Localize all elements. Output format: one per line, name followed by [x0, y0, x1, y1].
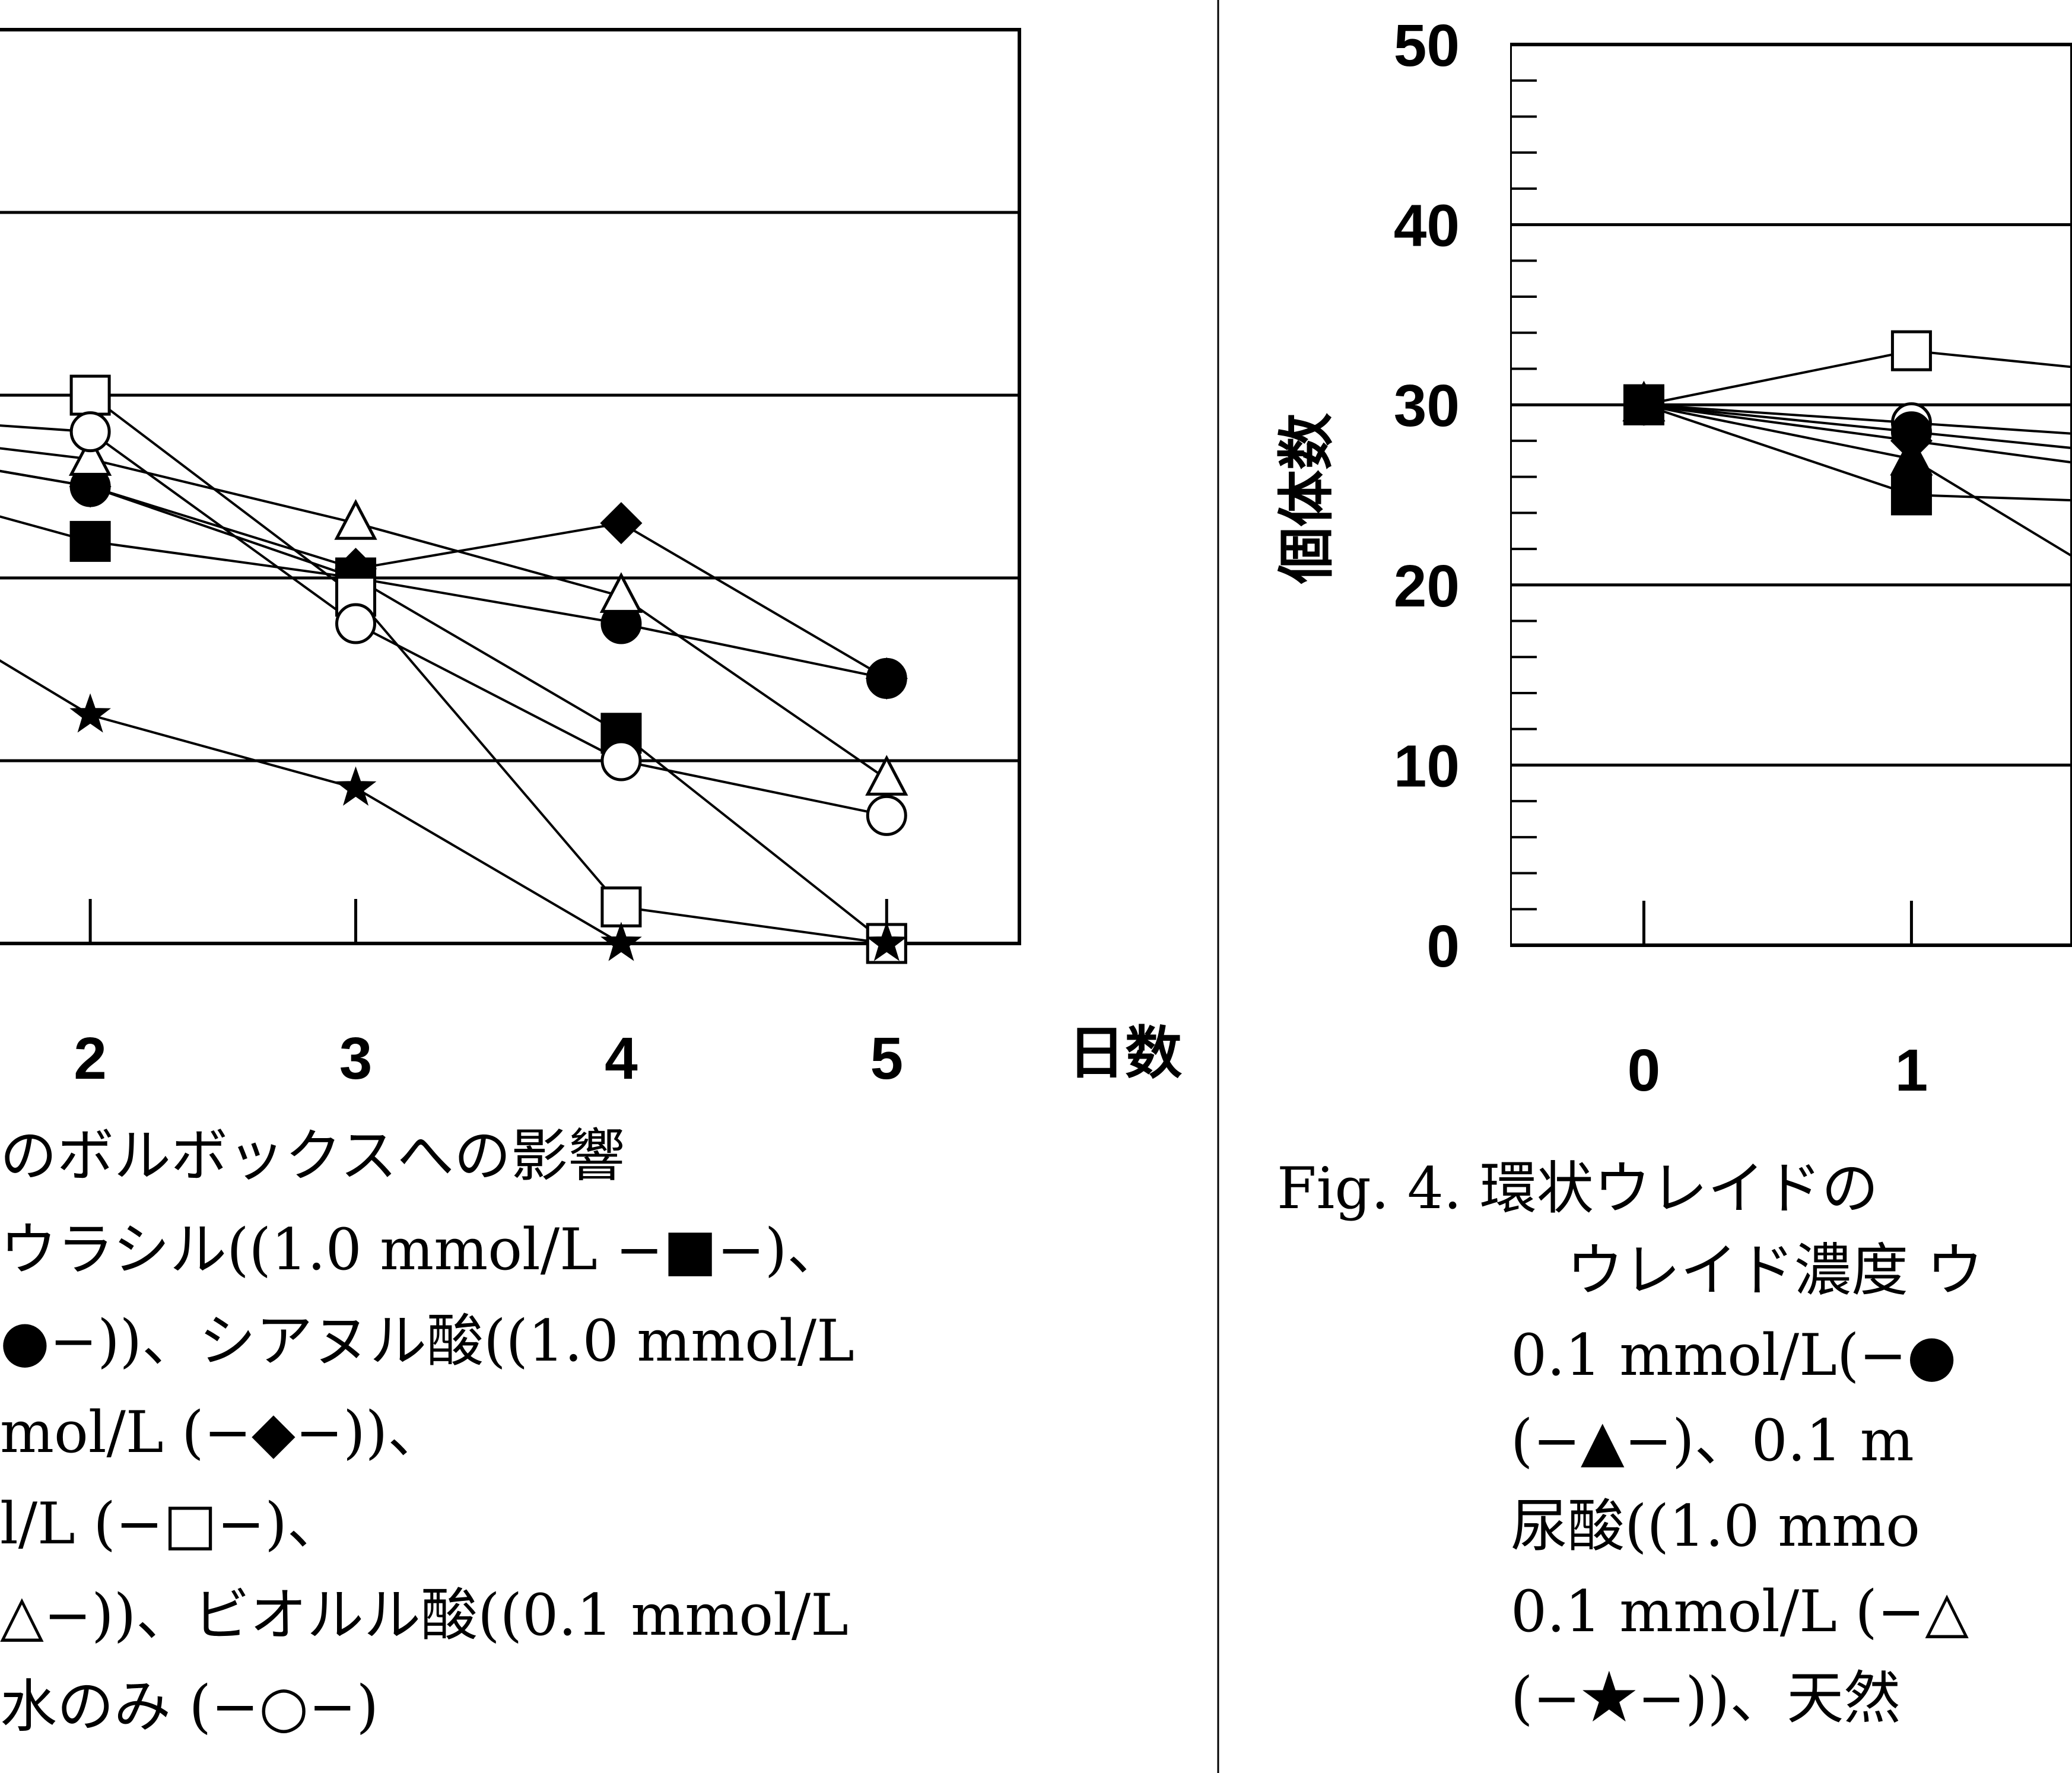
left-series-3-line	[0, 469, 888, 680]
left-plot-frame	[0, 28, 1021, 945]
left-series-1-point	[69, 520, 111, 562]
right-caption-line-3: 0.1 mmol/L(−●	[1511, 1322, 1957, 1388]
right-y-tick-label: 40	[1394, 193, 1460, 259]
left-x-axis-title: 日数	[1068, 1020, 1182, 1086]
left-series-7-point	[600, 922, 642, 961]
left-series-4-point	[600, 886, 642, 927]
left-series-5-point	[68, 435, 112, 476]
left-caption-line-6: △−))、ビオルル酸((0.1 mmol/L	[0, 1582, 848, 1648]
left-x-tick-label: 5	[870, 1025, 903, 1092]
left-series-6-point	[600, 740, 642, 781]
left-x-tick-label: 3	[339, 1025, 373, 1092]
right-series-6-point	[1622, 383, 1666, 426]
right-plot-area	[1510, 43, 2072, 947]
left-series-3-point	[865, 657, 908, 700]
left-series-7-point	[866, 922, 908, 961]
right-y-tick-label: 20	[1394, 553, 1460, 619]
right-caption-line-6: 0.1 mmol/L (−△	[1511, 1578, 1969, 1645]
right-x-tick-label: 1	[1895, 1037, 1928, 1104]
right-caption-line-7: (−★−))、天然	[1511, 1665, 1901, 1731]
left-series-6-line	[0, 424, 887, 817]
left-caption-line-3: ●−))、シアヌル酸((1.0 mmol/L	[0, 1308, 854, 1374]
right-series-3-point	[1890, 474, 1932, 516]
left-series-4-point	[69, 374, 111, 416]
left-x-tick-label: 2	[74, 1025, 107, 1092]
left-x-tick-label: 4	[605, 1025, 638, 1092]
right-y-tick-label: 30	[1394, 373, 1460, 439]
right-caption-line-1: Fig. 4. 環状ウレイドの	[1277, 1155, 1879, 1222]
left-series-6-point	[335, 603, 377, 644]
left-series-6-point	[866, 795, 907, 836]
left-series-2-line	[0, 469, 887, 680]
left-caption-line-7: 水のみ (−○−)	[0, 1673, 379, 1740]
left-caption-line-4: mol/L (−◆−))、	[0, 1399, 445, 1466]
left-caption-line-5: l/L (−□−)、	[0, 1491, 344, 1557]
left-series-5-line	[0, 447, 888, 780]
left-series-7-point	[69, 693, 111, 733]
right-x-tick-label: 0	[1628, 1037, 1661, 1104]
right-series-1-line	[1644, 349, 2072, 406]
right-y-tick-label: 0	[1426, 913, 1460, 980]
right-series-1-point	[1890, 330, 1932, 371]
right-caption-line-4: (−▲−)、0.1 m	[1511, 1407, 1914, 1474]
right-caption-line-5: 尿酸((1.0 mmo	[1511, 1493, 1920, 1559]
left-caption-line-1: のボルボックスへの影響	[0, 1123, 625, 1189]
right-plot-frame	[1510, 43, 2072, 947]
left-series-5-point	[599, 572, 643, 613]
left-plot-area	[0, 28, 1021, 964]
right-caption-line-2: ウレイド濃度 ウ	[1566, 1237, 1984, 1304]
right-series-6-point	[1890, 420, 1933, 462]
left-series-5-point	[334, 499, 377, 540]
right-y-tick-label: 50	[1394, 12, 1460, 79]
left-series-3-point	[69, 465, 112, 508]
right-series-4-line	[1644, 403, 2072, 558]
left-series-7-point	[335, 766, 377, 806]
left-chart: 2 3 4 5	[0, 28, 1021, 1092]
left-series-3-point	[600, 502, 643, 545]
left-caption-line-2: ウラシル((1.0 mmol/L −■−)、	[0, 1216, 844, 1283]
left-series-5-point	[865, 755, 908, 796]
left-series-6-point	[69, 411, 111, 453]
right-y-tick-label: 10	[1394, 733, 1460, 799]
